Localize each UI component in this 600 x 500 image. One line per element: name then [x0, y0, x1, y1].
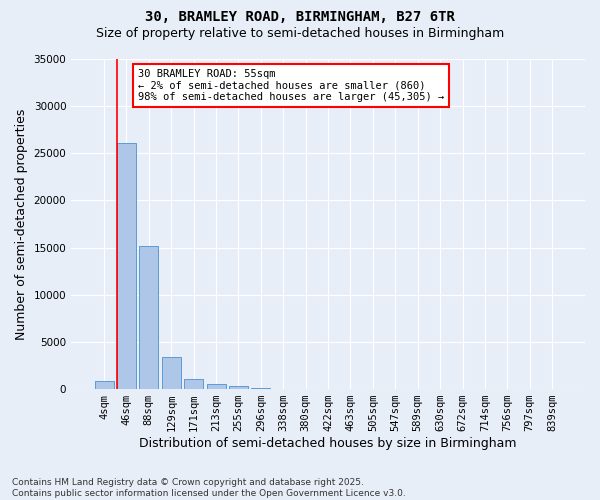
Bar — [184, 378, 203, 389]
Bar — [139, 246, 158, 389]
Y-axis label: Number of semi-detached properties: Number of semi-detached properties — [15, 108, 28, 340]
Bar — [206, 384, 226, 389]
Bar — [251, 388, 271, 389]
Text: 30, BRAMLEY ROAD, BIRMINGHAM, B27 6TR: 30, BRAMLEY ROAD, BIRMINGHAM, B27 6TR — [145, 10, 455, 24]
Text: Contains HM Land Registry data © Crown copyright and database right 2025.
Contai: Contains HM Land Registry data © Crown c… — [12, 478, 406, 498]
Bar — [162, 357, 181, 389]
Bar — [117, 143, 136, 389]
Bar — [95, 381, 113, 389]
Bar — [229, 386, 248, 389]
Text: 30 BRAMLEY ROAD: 55sqm
← 2% of semi-detached houses are smaller (860)
98% of sem: 30 BRAMLEY ROAD: 55sqm ← 2% of semi-deta… — [138, 69, 444, 102]
Text: Size of property relative to semi-detached houses in Birmingham: Size of property relative to semi-detach… — [96, 28, 504, 40]
X-axis label: Distribution of semi-detached houses by size in Birmingham: Distribution of semi-detached houses by … — [139, 437, 517, 450]
